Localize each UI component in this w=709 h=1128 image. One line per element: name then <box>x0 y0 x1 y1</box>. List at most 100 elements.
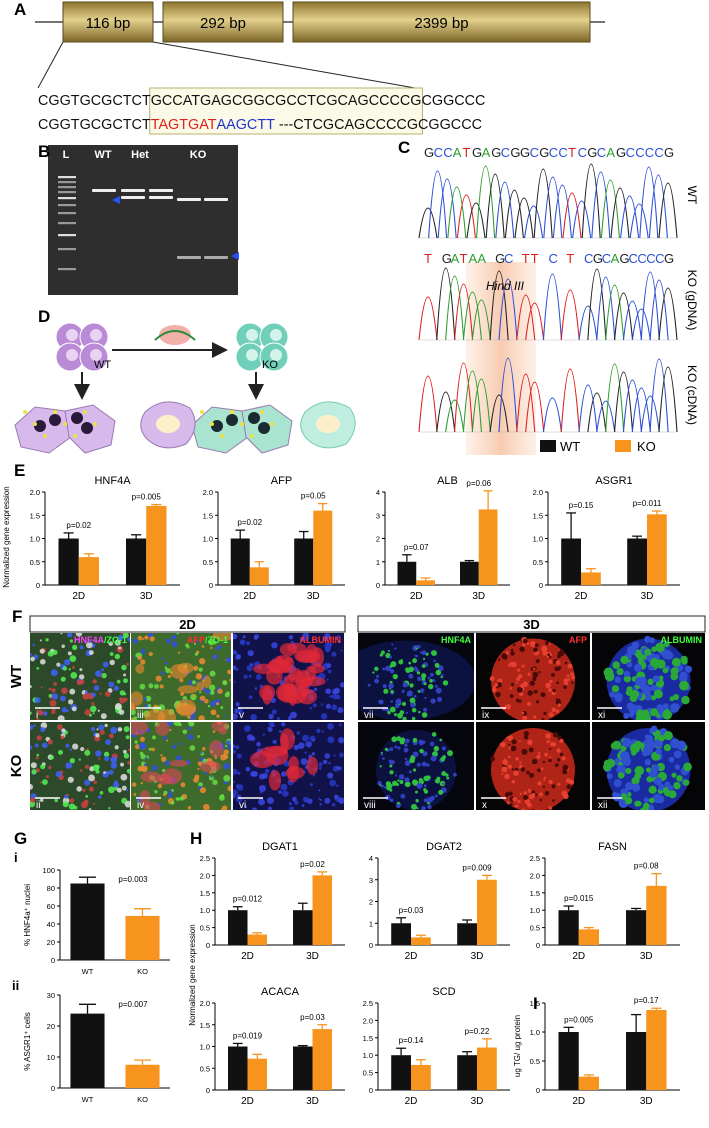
signal <box>527 701 531 706</box>
signal <box>433 745 440 752</box>
signal <box>404 760 411 766</box>
signal <box>71 665 75 669</box>
signal <box>545 733 552 739</box>
panel-label: H <box>190 829 202 848</box>
signal <box>56 724 63 730</box>
signal <box>416 762 421 767</box>
signal <box>116 679 121 684</box>
bar <box>313 510 333 585</box>
signal <box>188 722 195 727</box>
signal <box>631 776 640 785</box>
signal <box>423 788 427 792</box>
signal <box>70 671 78 679</box>
signal <box>161 657 164 660</box>
chrom-peak <box>631 387 651 433</box>
afp-signal <box>175 699 197 717</box>
signal <box>527 788 532 792</box>
signal <box>39 639 42 642</box>
signal <box>128 748 130 751</box>
afp-signal <box>131 691 144 706</box>
albumin-signal <box>262 685 273 705</box>
signal <box>255 674 262 680</box>
signal <box>411 716 416 720</box>
signal <box>235 667 239 672</box>
x-tick-label: KO <box>137 967 148 976</box>
y-tick-label: 10 <box>47 1053 55 1062</box>
signal <box>611 685 620 693</box>
signal <box>538 670 541 674</box>
signal <box>404 743 408 747</box>
signal <box>123 678 128 684</box>
signal <box>380 752 384 756</box>
ladder-band <box>58 222 76 225</box>
lipid-droplet <box>73 434 77 438</box>
condition-header <box>29 615 346 633</box>
signal <box>415 645 418 649</box>
signal <box>496 682 502 688</box>
signal <box>31 769 37 775</box>
signal <box>201 645 205 648</box>
signal <box>278 790 282 794</box>
afp-signal <box>177 685 199 694</box>
chrom-sequence: GCCAT GAGCGGCGCCT CGCAGCCCCG <box>424 145 674 160</box>
signal <box>673 781 681 790</box>
signal <box>126 662 129 666</box>
condition-label: 2D <box>179 617 196 632</box>
signal <box>48 687 52 691</box>
bar <box>312 1029 332 1090</box>
signal <box>318 762 323 767</box>
signal <box>148 747 152 751</box>
signal <box>113 782 120 789</box>
signal <box>671 657 681 667</box>
y-tick-label: 0.5 <box>530 924 540 933</box>
signal <box>652 675 660 683</box>
signal <box>104 756 110 762</box>
signal <box>512 797 518 802</box>
x-tick-label: 2D <box>572 1096 585 1107</box>
chrom-peak <box>437 178 457 239</box>
signal <box>108 769 114 775</box>
signal <box>250 714 257 720</box>
signal <box>639 742 645 749</box>
signal <box>123 673 127 677</box>
chrom-peak <box>596 400 616 433</box>
signal <box>421 761 427 767</box>
signal <box>170 800 175 805</box>
y-tick-label: 2.5 <box>200 854 210 863</box>
nucleus <box>270 329 282 341</box>
signal <box>505 651 509 655</box>
chart-title: SCD <box>432 986 455 998</box>
signal <box>522 643 526 647</box>
x-tick-label: 3D <box>641 591 654 602</box>
y-tick-label: 100 <box>42 866 55 875</box>
signal <box>331 651 337 657</box>
signal <box>220 706 224 710</box>
signal <box>641 684 652 695</box>
signal <box>216 714 220 718</box>
signal <box>548 758 552 763</box>
p-value: p=0.005 <box>564 1015 594 1024</box>
signal <box>289 806 295 810</box>
signal <box>160 754 163 757</box>
signal <box>552 688 556 693</box>
signal <box>650 725 658 732</box>
chrom-peak <box>629 203 649 239</box>
y-tick-label: 40 <box>47 920 55 929</box>
signal <box>408 673 414 679</box>
base-call: G <box>491 145 501 160</box>
signal <box>508 743 511 746</box>
chrom-peak <box>418 296 438 341</box>
chrom-peak <box>498 278 518 341</box>
signal <box>233 665 237 670</box>
signal <box>500 741 506 748</box>
legend-swatch <box>615 440 631 452</box>
signal <box>36 735 42 741</box>
spheroid <box>358 640 474 720</box>
signal <box>520 767 526 772</box>
signal <box>418 710 421 714</box>
signal <box>117 634 124 641</box>
signal <box>144 635 149 640</box>
signal <box>250 770 257 777</box>
base-call: T <box>522 251 530 266</box>
signal <box>281 771 287 777</box>
